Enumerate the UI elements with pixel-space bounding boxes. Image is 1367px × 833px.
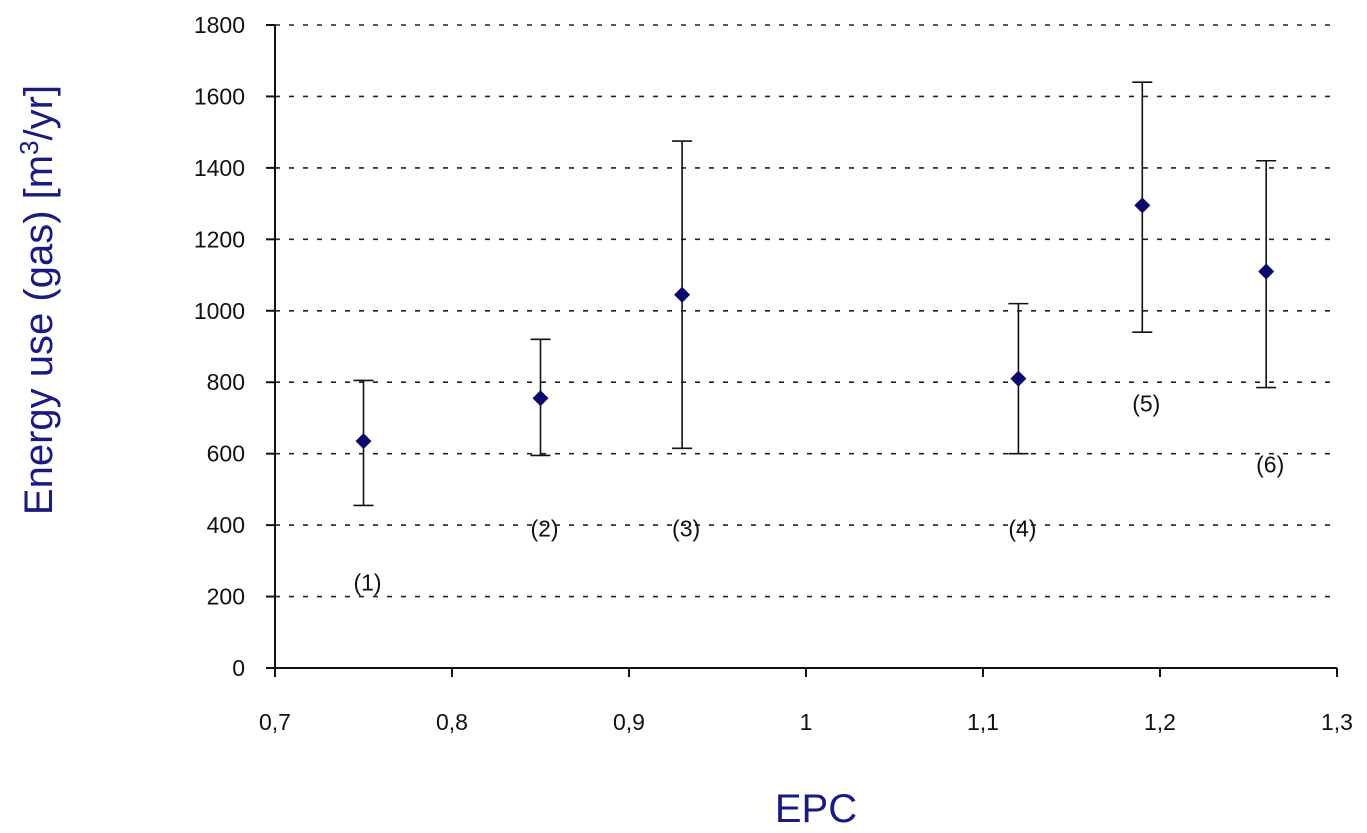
y-tick-label: 0 [232, 655, 245, 681]
y-tick-label: 200 [207, 584, 245, 610]
y-tick-label: 1000 [194, 298, 245, 324]
y-tick-label: 1600 [194, 83, 245, 109]
x-tick-label: 1,1 [967, 709, 999, 735]
y-tick-label: 1200 [194, 226, 245, 252]
x-tick-label: 1 [800, 709, 813, 735]
data-point-label: (2) [530, 516, 558, 542]
x-tick-label: 0,7 [259, 709, 291, 735]
data-point-label: (3) [672, 516, 700, 542]
y-tick-label: 1400 [194, 155, 245, 181]
data-point-marker [1134, 197, 1151, 214]
data-markers [355, 197, 1275, 450]
y-tick-label: 1800 [194, 12, 245, 38]
data-point-marker [532, 390, 549, 407]
data-point-marker [674, 286, 691, 303]
x-tick-label: 1,2 [1144, 709, 1176, 735]
point-labels: (1) (2) (3) (4) (5) (6) [353, 391, 1284, 596]
data-point-label: (1) [353, 569, 381, 595]
y-tick-label: 400 [207, 512, 245, 538]
data-point-label: (6) [1256, 451, 1284, 477]
y-axis-title-prefix: Energy use (gas) [m [17, 155, 61, 515]
x-axis-title: EPC [775, 787, 857, 831]
x-tick-label: 0,9 [613, 709, 645, 735]
x-tick-label: 1,3 [1321, 709, 1353, 735]
data-point-label: (5) [1132, 391, 1160, 417]
data-point-marker [1010, 370, 1027, 387]
y-tick-label: 800 [207, 369, 245, 395]
y-axis-title-suffix: /yr] [17, 85, 61, 141]
y-axis-title-superscript: 3 [14, 140, 44, 154]
data-point-marker [1258, 263, 1275, 280]
y-ticks: 0 200 400 600 800 1000 1200 1400 1600 1800 [194, 12, 275, 681]
axes [274, 25, 1337, 669]
y-axis-title: Energy use (gas) [m3/yr] [14, 85, 61, 515]
data-point-marker [355, 433, 372, 450]
error-bars [353, 81, 1277, 507]
data-point-label: (4) [1008, 516, 1036, 542]
gridlines [275, 24, 1337, 598]
x-ticks: 0,7 0,8 0,9 1 1,1 1,2 1,3 [259, 668, 1353, 735]
x-tick-label: 0,8 [436, 709, 468, 735]
y-tick-label: 600 [207, 441, 245, 467]
